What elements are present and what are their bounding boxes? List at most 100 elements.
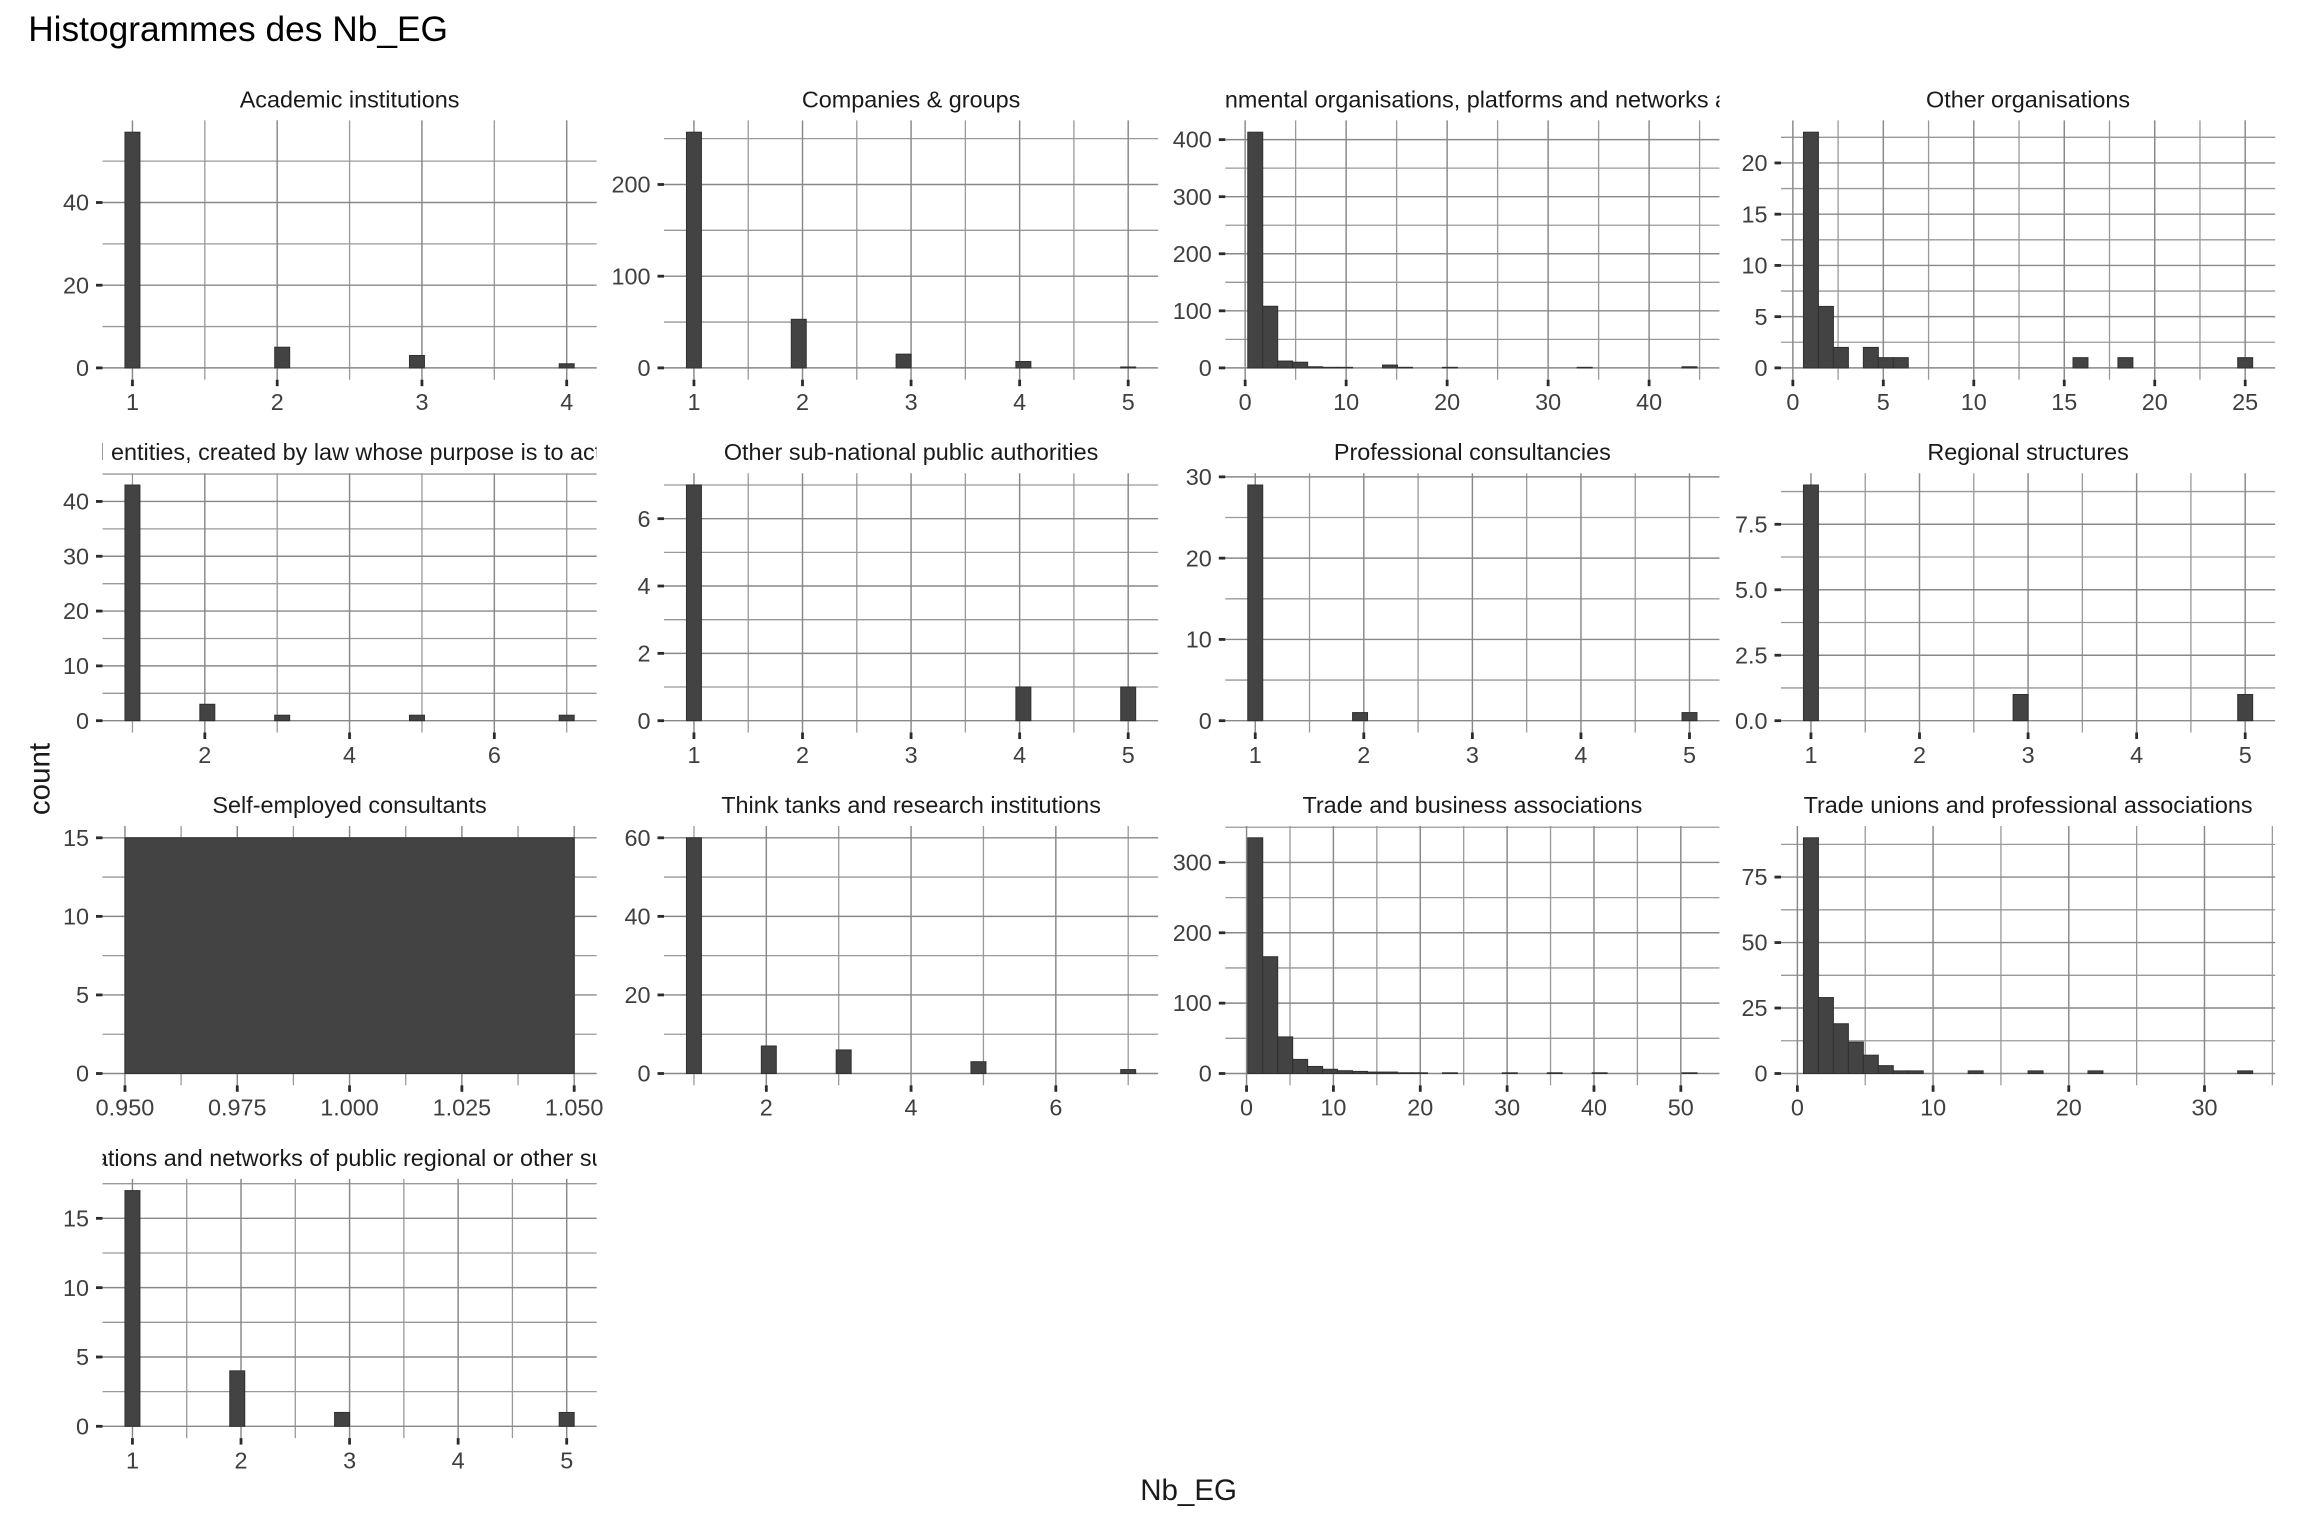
- svg-text:1: 1: [687, 742, 700, 768]
- svg-text:200: 200: [1173, 920, 1212, 946]
- svg-text:Nb_EG: Nb_EG: [1140, 1474, 1237, 1507]
- svg-text:10: 10: [1186, 627, 1212, 653]
- svg-text:60: 60: [624, 825, 650, 851]
- svg-text:0: 0: [76, 1061, 89, 1087]
- svg-text:0: 0: [637, 1061, 650, 1087]
- svg-text:Trade and business association: Trade and business associations: [1302, 792, 1642, 818]
- svg-text:1.025: 1.025: [433, 1095, 492, 1121]
- svg-text:4: 4: [637, 573, 650, 599]
- svg-text:2: 2: [235, 1447, 248, 1473]
- svg-text:Other organisations: Other organisations: [1926, 86, 2130, 112]
- svg-text:0.0: 0.0: [1735, 708, 1768, 734]
- svg-text:0: 0: [76, 1413, 89, 1439]
- svg-text:2: 2: [637, 640, 650, 666]
- svg-text:0: 0: [637, 708, 650, 734]
- svg-text:10: 10: [63, 903, 89, 929]
- svg-text:1: 1: [1804, 742, 1817, 768]
- svg-text:4: 4: [1574, 742, 1587, 768]
- svg-text:10: 10: [1333, 389, 1359, 415]
- svg-text:2: 2: [796, 742, 809, 768]
- svg-text:d entities, created by law who: d entities, created by law whose purpose…: [92, 439, 665, 465]
- svg-text:300: 300: [1173, 850, 1212, 876]
- svg-text:5.0: 5.0: [1735, 577, 1768, 603]
- svg-text:40: 40: [1581, 1095, 1607, 1121]
- svg-text:Self-employed consultants: Self-employed consultants: [212, 792, 486, 818]
- svg-text:2: 2: [198, 742, 211, 768]
- svg-text:6: 6: [637, 506, 650, 532]
- svg-text:30: 30: [2191, 1095, 2217, 1121]
- svg-text:50: 50: [1668, 1095, 1694, 1121]
- svg-text:20: 20: [1407, 1095, 1433, 1121]
- svg-text:10: 10: [63, 653, 89, 679]
- svg-text:Histogrammes des Nb_EG: Histogrammes des Nb_EG: [28, 10, 448, 49]
- svg-text:4: 4: [452, 1447, 465, 1473]
- svg-text:75: 75: [1741, 864, 1767, 890]
- svg-text:20: 20: [63, 598, 89, 624]
- svg-text:0: 0: [1240, 1095, 1253, 1121]
- svg-text:Trade unions and professional: Trade unions and professional associatio…: [1804, 792, 2253, 818]
- svg-text:20: 20: [1434, 389, 1460, 415]
- svg-text:30: 30: [1535, 389, 1561, 415]
- svg-text:4: 4: [1013, 389, 1026, 415]
- svg-text:1: 1: [1249, 742, 1262, 768]
- svg-text:20: 20: [1186, 545, 1212, 571]
- svg-text:20: 20: [63, 272, 89, 298]
- svg-text:2: 2: [1357, 742, 1370, 768]
- svg-text:5: 5: [1877, 389, 1890, 415]
- svg-text:40: 40: [63, 489, 89, 515]
- svg-text:4: 4: [2130, 742, 2143, 768]
- svg-text:Regional structures: Regional structures: [1927, 439, 2129, 465]
- svg-text:20: 20: [624, 982, 650, 1008]
- svg-text:15: 15: [63, 825, 89, 851]
- svg-text:3: 3: [1466, 742, 1479, 768]
- svg-text:300: 300: [1173, 184, 1212, 210]
- svg-text:6: 6: [1049, 1095, 1062, 1121]
- svg-text:40: 40: [63, 190, 89, 216]
- svg-text:5: 5: [1754, 304, 1767, 330]
- svg-text:0: 0: [76, 708, 89, 734]
- svg-text:10: 10: [1920, 1095, 1946, 1121]
- svg-text:0: 0: [1786, 389, 1799, 415]
- svg-text:20: 20: [2142, 389, 2168, 415]
- svg-text:0: 0: [76, 355, 89, 381]
- svg-text:3: 3: [2022, 742, 2035, 768]
- svg-text:0: 0: [1199, 1061, 1212, 1087]
- svg-text:30: 30: [1186, 464, 1212, 490]
- svg-text:3: 3: [905, 742, 918, 768]
- svg-text:15: 15: [1741, 201, 1767, 227]
- svg-text:10: 10: [1961, 389, 1987, 415]
- svg-text:Companies & groups: Companies & groups: [802, 86, 1020, 112]
- svg-text:400: 400: [1173, 127, 1212, 153]
- svg-text:30: 30: [1494, 1095, 1520, 1121]
- svg-text:20: 20: [2056, 1095, 2082, 1121]
- svg-text:rnmental organisations, platfo: rnmental organisations, platforms and ne…: [1217, 86, 1828, 112]
- svg-text:2: 2: [760, 1095, 773, 1121]
- svg-text:5: 5: [1683, 742, 1696, 768]
- svg-text:Professional consultancies: Professional consultancies: [1334, 439, 1611, 465]
- svg-text:count: count: [24, 743, 57, 815]
- svg-text:20: 20: [1741, 150, 1767, 176]
- svg-text:100: 100: [611, 263, 650, 289]
- svg-text:15: 15: [63, 1205, 89, 1231]
- svg-text:25: 25: [1741, 995, 1767, 1021]
- svg-text:0: 0: [1754, 355, 1767, 381]
- svg-text:0: 0: [1199, 355, 1212, 381]
- svg-text:4: 4: [905, 1095, 918, 1121]
- svg-text:2: 2: [796, 389, 809, 415]
- svg-text:5: 5: [2239, 742, 2252, 768]
- svg-text:5: 5: [1122, 742, 1135, 768]
- svg-text:Academic institutions: Academic institutions: [240, 86, 460, 112]
- svg-text:7.5: 7.5: [1735, 511, 1768, 537]
- svg-text:2: 2: [271, 389, 284, 415]
- svg-text:40: 40: [1636, 389, 1662, 415]
- svg-text:15: 15: [2051, 389, 2077, 415]
- svg-text:25: 25: [2232, 389, 2258, 415]
- svg-text:30: 30: [63, 543, 89, 569]
- svg-text:0.950: 0.950: [96, 1095, 155, 1121]
- svg-text:1: 1: [126, 389, 139, 415]
- svg-text:10: 10: [1741, 253, 1767, 279]
- svg-text:5: 5: [76, 982, 89, 1008]
- svg-text:200: 200: [1173, 241, 1212, 267]
- svg-text:3: 3: [905, 389, 918, 415]
- svg-text:2.5: 2.5: [1735, 642, 1768, 668]
